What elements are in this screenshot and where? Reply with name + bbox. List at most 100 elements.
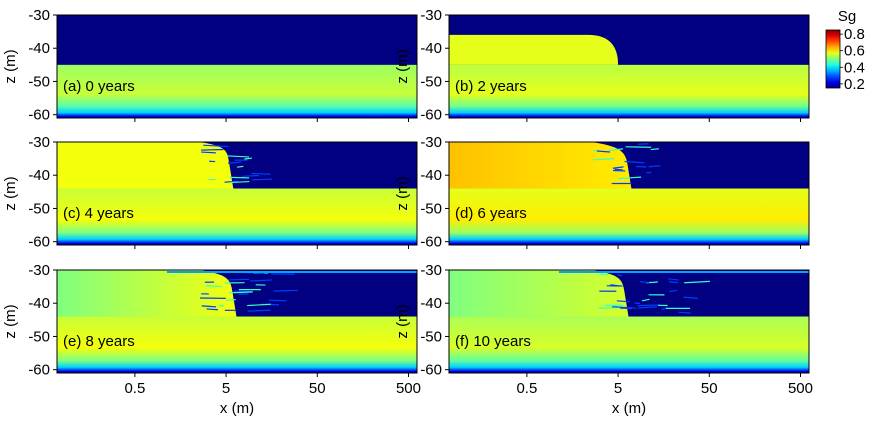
finger-streak xyxy=(268,299,287,302)
finger-streak xyxy=(230,180,250,184)
x-tick-label: 50 xyxy=(309,380,326,397)
y-tick-label: -30 xyxy=(28,262,50,279)
colorbar-gradient xyxy=(825,29,841,89)
panel-label: (c) 4 years xyxy=(63,205,134,222)
colorbar-tick-label: 0.2 xyxy=(844,76,865,93)
finger-streak xyxy=(641,298,650,302)
panel-label: (b) 2 years xyxy=(455,78,527,95)
y-tick-label: -60 xyxy=(28,362,50,379)
y-tick-label: -50 xyxy=(28,200,50,217)
y-tick-label: -40 xyxy=(28,167,50,184)
y-axis-label: z (m) xyxy=(394,304,411,338)
finger-streak xyxy=(247,309,271,312)
finger-streak xyxy=(247,303,271,307)
y-tick-label: -40 xyxy=(420,167,442,184)
finger-streak xyxy=(599,273,608,276)
y-tick-label: -30 xyxy=(28,7,50,24)
panel-3: (c) 4 years -30 -40 -50 -60 z (m) xyxy=(2,134,418,251)
finger-streak xyxy=(640,281,650,284)
y-tick-label: -50 xyxy=(420,73,442,90)
upper-plume xyxy=(449,142,632,189)
finger-streak xyxy=(616,300,630,303)
y-tick-label: -30 xyxy=(420,262,442,279)
finger-streak xyxy=(617,274,622,277)
colorbar: Sg0.80.60.40.2 xyxy=(825,8,865,93)
finger-streak xyxy=(273,289,298,292)
finger-streak xyxy=(650,148,659,151)
lower-plume xyxy=(449,64,809,118)
finger-streak xyxy=(201,305,217,308)
x-tick-label: 500 xyxy=(788,380,813,397)
finger-streak xyxy=(634,302,640,305)
panel-2: (b) 2 years -30 -40 -50 -60 z (m) xyxy=(394,7,810,124)
y-tick-label: -40 xyxy=(28,40,50,57)
finger-streak xyxy=(668,281,678,284)
y-tick-label: -50 xyxy=(420,328,442,345)
finger-streak xyxy=(227,161,242,164)
y-tick-label: -40 xyxy=(28,295,50,312)
y-tick-label: -60 xyxy=(28,107,50,124)
y-tick-label: -60 xyxy=(420,107,442,124)
y-tick-label: -60 xyxy=(420,234,442,251)
finger-streak xyxy=(251,172,271,175)
finger-streak xyxy=(612,306,637,309)
finger-streak xyxy=(250,279,273,282)
panel-label: (f) 10 years xyxy=(455,333,531,350)
colorbar-tick-label: 0.8 xyxy=(844,26,865,43)
upper-plume xyxy=(449,270,629,317)
colorbar-tick-label: 0.6 xyxy=(844,43,865,60)
finger-streak xyxy=(203,144,229,148)
finger-streak xyxy=(638,143,649,145)
lower-plume xyxy=(449,188,809,245)
y-tick-label: -60 xyxy=(28,234,50,251)
x-tick-label: 0.5 xyxy=(516,380,537,397)
y-tick-label: -30 xyxy=(420,134,442,151)
finger-streak xyxy=(637,304,661,307)
finger-streak xyxy=(669,289,677,293)
panel-label: (d) 6 years xyxy=(455,205,527,222)
finger-streak xyxy=(610,284,620,287)
y-tick-label: -40 xyxy=(420,295,442,312)
y-axis-label: z (m) xyxy=(2,49,19,83)
x-axis-label: x (m) xyxy=(220,400,254,417)
finger-streak xyxy=(251,178,273,181)
y-tick-label: -50 xyxy=(28,328,50,345)
finger-streak xyxy=(678,311,691,314)
upper-plume xyxy=(57,142,234,189)
finger-streak xyxy=(668,278,679,281)
y-tick-label: -30 xyxy=(28,134,50,151)
y-tick-label: -50 xyxy=(420,200,442,217)
panel-4: (d) 6 years -30 -40 -50 -60 z (m) xyxy=(394,134,810,251)
finger-streak xyxy=(228,278,250,281)
y-axis-label: z (m) xyxy=(394,49,411,83)
x-axis-label: x (m) xyxy=(612,400,646,417)
finger-streak xyxy=(608,148,624,151)
y-axis-label: z (m) xyxy=(2,304,19,338)
colorbar-tick-label: 0.4 xyxy=(844,59,865,76)
lower-plume xyxy=(57,316,417,373)
x-tick-label: 5 xyxy=(614,380,622,397)
lower-plume xyxy=(57,64,417,118)
x-tick-label: 50 xyxy=(701,380,718,397)
panel-label: (e) 8 years xyxy=(63,333,135,350)
y-tick-label: -40 xyxy=(420,40,442,57)
finger-streak xyxy=(648,165,661,168)
finger-streak xyxy=(614,168,623,171)
finger-streak xyxy=(596,150,611,153)
finger-streak xyxy=(229,176,250,179)
colorbar-title: Sg xyxy=(838,8,856,25)
finger-streak xyxy=(638,306,657,309)
finger-streak xyxy=(236,165,244,168)
upper-plume xyxy=(449,34,619,65)
panel-frame xyxy=(56,141,418,246)
y-tick-label: -30 xyxy=(420,7,442,24)
finger-streak xyxy=(224,180,239,183)
panel-frame xyxy=(56,269,418,374)
finger-streak xyxy=(242,174,260,177)
panel-frame xyxy=(448,141,810,246)
x-tick-label: 500 xyxy=(396,380,421,397)
y-axis-label: z (m) xyxy=(394,176,411,210)
finger-streak xyxy=(244,157,252,160)
finger-streak xyxy=(205,285,222,288)
y-axis-label: z (m) xyxy=(2,176,19,210)
